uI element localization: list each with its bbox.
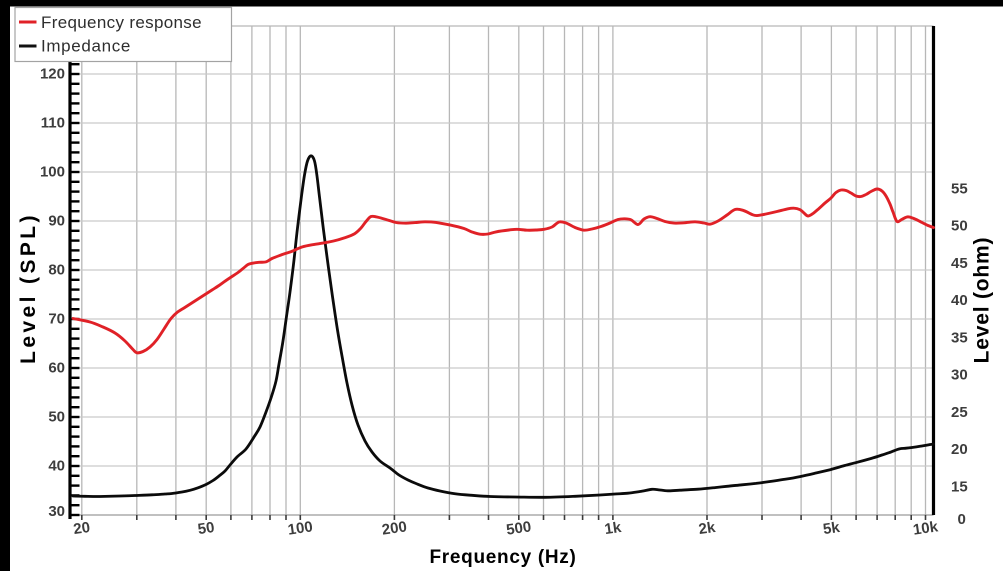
svg-text:50: 50: [951, 218, 968, 235]
svg-text:70: 70: [48, 311, 65, 328]
svg-text:1k: 1k: [603, 519, 623, 538]
svg-text:20: 20: [951, 441, 968, 458]
svg-text:100: 100: [287, 518, 314, 538]
svg-text:Frequency response: Frequency response: [41, 13, 202, 32]
svg-text:50: 50: [197, 519, 216, 538]
svg-text:55: 55: [951, 180, 968, 197]
svg-text:15: 15: [951, 478, 968, 495]
svg-text:5k: 5k: [822, 519, 842, 538]
svg-text:Frequency (Hz): Frequency (Hz): [429, 547, 576, 568]
svg-text:80: 80: [48, 262, 65, 279]
svg-text:45: 45: [951, 255, 968, 272]
svg-text:35: 35: [951, 329, 968, 346]
svg-text:200: 200: [381, 518, 408, 538]
svg-text:500: 500: [505, 518, 532, 538]
svg-text:30: 30: [951, 367, 968, 384]
svg-text:2k: 2k: [698, 519, 718, 538]
svg-text:Level (ohm): Level (ohm): [971, 237, 994, 364]
svg-text:25: 25: [951, 404, 968, 421]
svg-text:40: 40: [951, 292, 968, 309]
svg-text:120: 120: [40, 66, 65, 83]
svg-text:0: 0: [958, 511, 966, 528]
svg-text:10k: 10k: [912, 518, 940, 538]
svg-text:60: 60: [48, 360, 65, 377]
svg-text:Impedance: Impedance: [41, 37, 131, 56]
svg-text:50: 50: [48, 409, 65, 426]
svg-text:40: 40: [48, 458, 65, 475]
svg-text:100: 100: [40, 164, 65, 181]
svg-text:90: 90: [48, 213, 65, 230]
svg-text:30: 30: [48, 503, 65, 520]
svg-text:20: 20: [72, 519, 91, 538]
svg-text:Level (SPL): Level (SPL): [17, 212, 40, 364]
svg-text:110: 110: [41, 115, 65, 132]
